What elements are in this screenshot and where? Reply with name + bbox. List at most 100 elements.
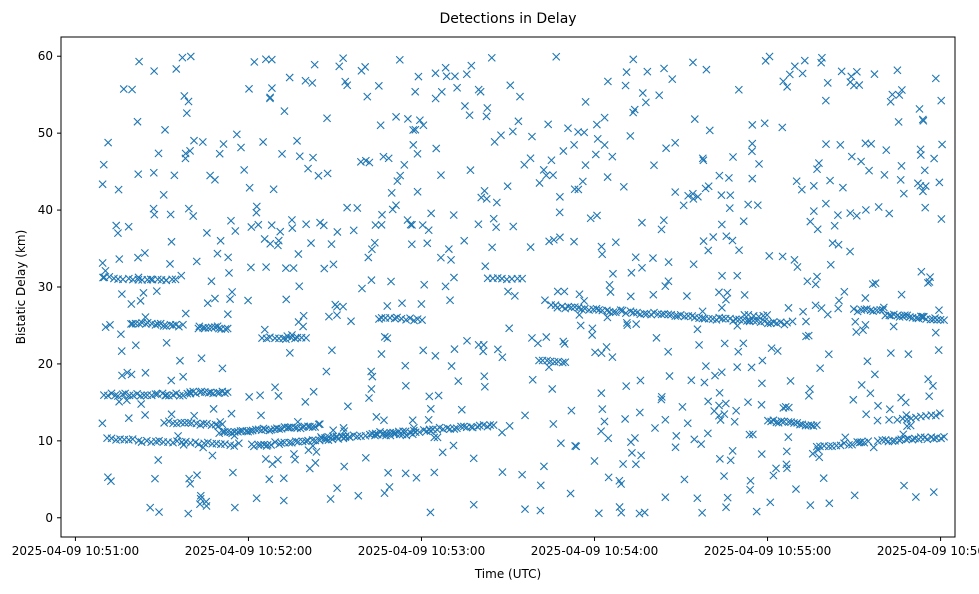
scatter-point	[739, 217, 748, 226]
scatter-point	[490, 137, 499, 146]
scatter-point	[790, 62, 799, 71]
scatter-point	[160, 418, 169, 427]
scatter-point	[309, 153, 318, 162]
scatter-point	[365, 394, 373, 403]
scatter-point	[825, 499, 834, 508]
scatter-point	[715, 171, 724, 180]
scatter-point	[283, 423, 292, 432]
scatter-point	[802, 332, 810, 341]
scatter-point	[356, 157, 365, 166]
scatter-point	[124, 414, 133, 423]
scatter-point	[893, 66, 902, 75]
scatter-point	[510, 291, 519, 300]
scatter-point	[415, 116, 424, 125]
scatter-point	[119, 85, 128, 94]
scatter-point	[930, 154, 939, 163]
scatter-point	[450, 345, 459, 354]
scatter-point	[913, 179, 922, 188]
scatter-point	[591, 348, 600, 357]
scatter-point	[295, 152, 304, 161]
scatter-point	[528, 375, 537, 384]
scatter-point	[447, 255, 456, 264]
scatter-point	[720, 339, 729, 348]
scatter-point	[308, 78, 317, 87]
scatter-point	[400, 160, 409, 169]
scatter-point	[718, 271, 727, 280]
scatter-point	[431, 69, 440, 78]
scatter-point	[744, 398, 752, 407]
scatter-point	[777, 417, 786, 426]
scatter-point	[782, 447, 791, 456]
scatter-point	[214, 324, 223, 333]
scatter-point	[652, 333, 661, 342]
scatter-point	[244, 296, 253, 305]
scatter-point	[411, 87, 420, 96]
scatter-point	[308, 436, 317, 445]
scatter-point	[895, 436, 904, 445]
scatter-point	[446, 296, 455, 305]
scatter-point	[311, 422, 320, 431]
scatter-point	[680, 475, 689, 484]
scatter-point	[316, 218, 325, 227]
scatter-point	[784, 433, 793, 442]
scatter-point	[111, 391, 120, 400]
scatter-point	[151, 390, 160, 399]
scatter-point	[223, 388, 232, 397]
scatter-point	[861, 139, 870, 148]
scatter-point	[714, 288, 723, 297]
scatter-point	[766, 498, 775, 507]
scatter-point	[135, 57, 144, 66]
scatter-point	[791, 485, 800, 494]
scatter-point	[617, 508, 626, 517]
scatter-point	[779, 77, 788, 86]
scatter-point	[122, 396, 131, 405]
scatter-point	[179, 391, 188, 400]
scatter-point	[715, 388, 724, 397]
scatter-point	[886, 97, 895, 106]
scatter-point	[940, 432, 949, 441]
scatter-point	[535, 356, 543, 365]
scatter-point	[172, 389, 181, 398]
scatter-point	[852, 211, 861, 220]
scatter-point	[383, 334, 392, 343]
scatter-point	[332, 311, 341, 320]
scatter-point	[304, 164, 313, 173]
scatter-point	[199, 443, 208, 452]
scatter-point	[533, 339, 542, 348]
scatter-point	[406, 314, 415, 323]
scatter-point	[407, 240, 416, 249]
scatter-point	[723, 493, 732, 502]
scatter-point	[907, 414, 916, 423]
scatter-point	[112, 221, 121, 230]
scatter-point	[463, 336, 471, 345]
scatter-point	[98, 258, 107, 267]
scatter-point	[449, 211, 458, 220]
scatter-point	[492, 223, 501, 232]
scatter-point	[329, 260, 338, 269]
scatter-point	[197, 354, 206, 363]
scatter-point	[824, 350, 833, 359]
scatter-point	[228, 468, 237, 477]
scatter-point	[213, 249, 222, 258]
scatter-point	[888, 437, 897, 446]
scatter-point	[611, 238, 620, 247]
scatter-point	[545, 237, 554, 246]
scatter-point	[387, 188, 396, 197]
scatter-point	[717, 191, 726, 200]
scatter-point	[592, 120, 601, 129]
scatter-point	[299, 311, 308, 320]
scatter-point	[141, 368, 150, 377]
scatter-point	[206, 171, 215, 180]
scatter-point	[340, 462, 349, 471]
scatter-point	[324, 312, 333, 321]
scatter-point	[575, 290, 584, 299]
scatter-point	[125, 391, 134, 400]
scatter-point	[457, 405, 466, 414]
scatter-point	[748, 430, 757, 439]
scatter-point	[580, 128, 589, 137]
scatter-point	[504, 287, 513, 296]
scatter-point	[277, 438, 286, 447]
scatter-point	[699, 237, 708, 246]
scatter-point	[275, 425, 284, 434]
scatter-point	[590, 457, 599, 465]
